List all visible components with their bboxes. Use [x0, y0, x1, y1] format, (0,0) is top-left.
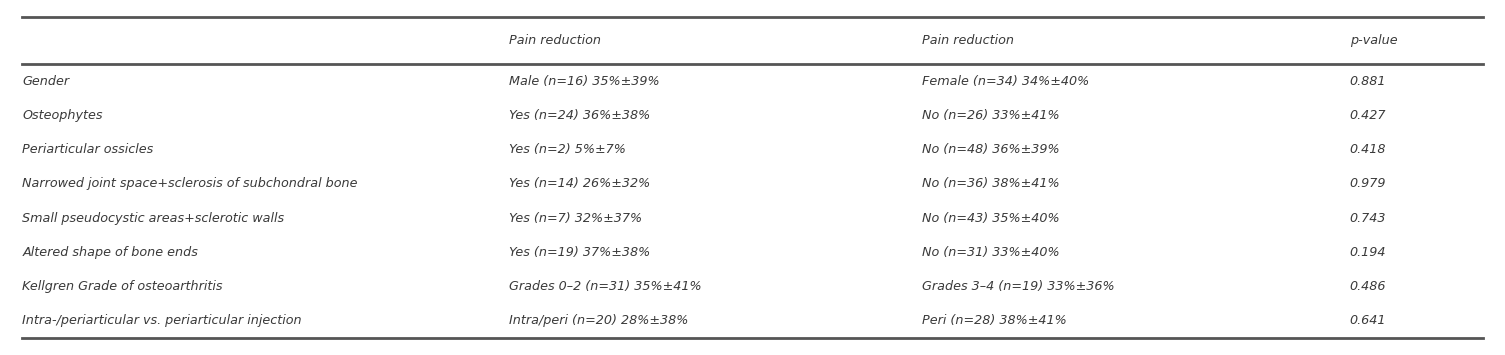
Text: Intra/peri (n=20) 28%±38%: Intra/peri (n=20) 28%±38% [509, 314, 688, 327]
Text: 0.881: 0.881 [1350, 75, 1386, 88]
Text: Pain reduction: Pain reduction [509, 34, 600, 48]
Text: Female (n=34) 34%±40%: Female (n=34) 34%±40% [923, 75, 1090, 88]
Text: Grades 3–4 (n=19) 33%±36%: Grades 3–4 (n=19) 33%±36% [923, 280, 1115, 293]
Text: Grades 0–2 (n=31) 35%±41%: Grades 0–2 (n=31) 35%±41% [509, 280, 701, 293]
Text: Altered shape of bone ends: Altered shape of bone ends [23, 246, 199, 259]
Text: Gender: Gender [23, 75, 69, 88]
Text: No (n=31) 33%±40%: No (n=31) 33%±40% [923, 246, 1060, 259]
Text: Yes (n=14) 26%±32%: Yes (n=14) 26%±32% [509, 178, 650, 190]
Text: Periarticular ossicles: Periarticular ossicles [23, 143, 154, 156]
Text: 0.418: 0.418 [1350, 143, 1386, 156]
Text: Pain reduction: Pain reduction [923, 34, 1014, 48]
Text: No (n=36) 38%±41%: No (n=36) 38%±41% [923, 178, 1060, 190]
Text: No (n=43) 35%±40%: No (n=43) 35%±40% [923, 212, 1060, 225]
Text: Yes (n=19) 37%±38%: Yes (n=19) 37%±38% [509, 246, 650, 259]
Text: Osteophytes: Osteophytes [23, 109, 102, 122]
Text: No (n=26) 33%±41%: No (n=26) 33%±41% [923, 109, 1060, 122]
Text: Yes (n=24) 36%±38%: Yes (n=24) 36%±38% [509, 109, 650, 122]
Text: 0.979: 0.979 [1350, 178, 1386, 190]
Text: 0.194: 0.194 [1350, 246, 1386, 259]
Text: Yes (n=7) 32%±37%: Yes (n=7) 32%±37% [509, 212, 643, 225]
Text: 0.427: 0.427 [1350, 109, 1386, 122]
Text: Peri (n=28) 38%±41%: Peri (n=28) 38%±41% [923, 314, 1067, 327]
Text: p-value: p-value [1350, 34, 1398, 48]
Text: Narrowed joint space+sclerosis of subchondral bone: Narrowed joint space+sclerosis of subcho… [23, 178, 358, 190]
Text: Yes (n=2) 5%±7%: Yes (n=2) 5%±7% [509, 143, 626, 156]
Text: Kellgren Grade of osteoarthritis: Kellgren Grade of osteoarthritis [23, 280, 223, 293]
Text: 0.641: 0.641 [1350, 314, 1386, 327]
Text: No (n=48) 36%±39%: No (n=48) 36%±39% [923, 143, 1060, 156]
Text: Intra-/periarticular vs. periarticular injection: Intra-/periarticular vs. periarticular i… [23, 314, 303, 327]
Text: Small pseudocystic areas+sclerotic walls: Small pseudocystic areas+sclerotic walls [23, 212, 284, 225]
Text: 0.743: 0.743 [1350, 212, 1386, 225]
Text: 0.486: 0.486 [1350, 280, 1386, 293]
Text: Male (n=16) 35%±39%: Male (n=16) 35%±39% [509, 75, 659, 88]
